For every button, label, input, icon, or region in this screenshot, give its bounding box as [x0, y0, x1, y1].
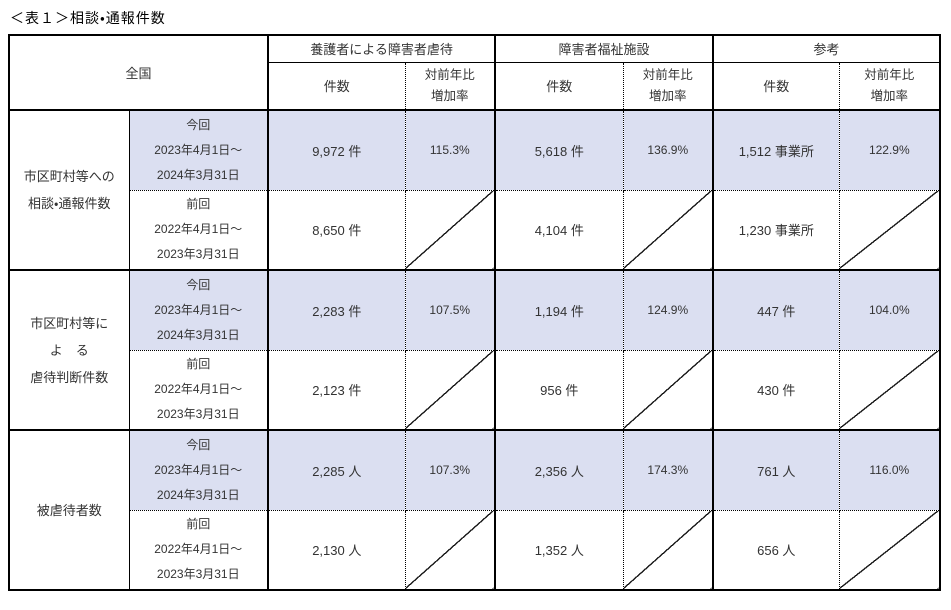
- row-label-line: 相談・通報件数: [28, 196, 111, 211]
- period-tag: 前回: [186, 517, 211, 532]
- table-title: ＜表１＞相談・通報件数: [10, 10, 166, 26]
- period-end: 2023年3月31日: [156, 247, 240, 262]
- value-cell: 8,650 件: [268, 190, 406, 271]
- row-label-line: 被虐待者数: [36, 502, 102, 518]
- row-label-abused-persons: 被虐待者数: [8, 430, 130, 591]
- value-cell: 1,230 事業所: [713, 190, 840, 271]
- header-count-reference: 件数: [713, 62, 840, 111]
- header-group-welfare-facility: 障害者福祉施設: [495, 34, 715, 63]
- page: ＜表１＞相談・通報件数 全国 養護者による障害者虐待 障害者福祉施設 参考 件数…: [7, 10, 942, 591]
- rate-header-line2: 増加率: [649, 88, 687, 103]
- period-start: 2023年4月1日～: [154, 302, 243, 317]
- header-count-facility: 件数: [495, 62, 624, 111]
- rate-cell-diagonal: [839, 350, 942, 431]
- period-end: 2024年3月31日: [156, 327, 240, 342]
- header-group-reference: 参考: [713, 34, 942, 63]
- rate-header-line1: 対前年比: [864, 67, 915, 82]
- rate-cell-diagonal: [405, 510, 497, 591]
- row-label-consultations: 市区町村等への 相談・通報件数: [8, 110, 130, 271]
- period-start: 2022年4月1日～: [154, 222, 243, 237]
- value-cell: 1,352 人: [495, 510, 624, 591]
- rate-cell: 107.3%: [405, 430, 497, 511]
- period-start: 2022年4月1日～: [154, 382, 243, 397]
- header-rate-caregiver: 対前年比 増加率: [405, 62, 497, 111]
- period-end: 2023年3月31日: [156, 567, 240, 582]
- period-cell-current: 今回 2023年4月1日～ 2024年3月31日: [129, 430, 270, 511]
- row-label-line: 市区町村等への: [23, 169, 115, 184]
- period-start: 2022年4月1日～: [154, 542, 243, 557]
- period-end: 2024年3月31日: [156, 487, 240, 502]
- rate-cell: 136.9%: [623, 110, 715, 191]
- rate-cell-diagonal: [405, 190, 497, 271]
- value-cell: 656 人: [713, 510, 840, 591]
- period-cell-current: 今回 2023年4月1日～ 2024年3月31日: [129, 270, 270, 351]
- rate-cell-diagonal: [839, 190, 942, 271]
- rate-cell-diagonal: [623, 510, 715, 591]
- rate-header-line2: 増加率: [431, 88, 469, 103]
- period-cell-current: 今回 2023年4月1日～ 2024年3月31日: [129, 110, 270, 191]
- header-rate-reference: 対前年比 増加率: [839, 62, 942, 111]
- value-cell: 1,512 事業所: [713, 110, 840, 191]
- period-tag: 今回: [186, 437, 211, 452]
- rate-cell: 115.3%: [405, 110, 497, 191]
- period-tag: 今回: [186, 277, 211, 292]
- header-group-caregiver-abuse: 養護者による障害者虐待: [268, 34, 497, 63]
- rate-header-line1: 対前年比: [642, 67, 693, 82]
- value-cell: 2,285 人: [268, 430, 406, 511]
- row-label-line: 市区町村等に: [30, 315, 109, 331]
- row-label-line: 虐待判断件数: [30, 369, 109, 385]
- rate-header-line1: 対前年比: [424, 67, 475, 82]
- value-cell: 1,194 件: [495, 270, 624, 351]
- period-tag: 前回: [186, 197, 211, 212]
- value-cell: 430 件: [713, 350, 840, 431]
- header-region: 全国: [7, 34, 270, 111]
- header-rate-facility: 対前年比 増加率: [623, 62, 715, 111]
- value-cell: 2,123 件: [268, 350, 406, 431]
- period-end: 2023年3月31日: [156, 407, 240, 422]
- rate-cell-diagonal: [623, 350, 715, 431]
- rate-cell-diagonal: [839, 510, 942, 591]
- row-label-line: よ る: [49, 342, 89, 358]
- period-start: 2023年4月1日～: [154, 142, 243, 157]
- value-cell: 9,972 件: [268, 110, 406, 191]
- rate-cell-diagonal: [405, 350, 497, 431]
- period-tag: 今回: [186, 117, 211, 132]
- rate-cell: 124.9%: [623, 270, 715, 351]
- period-cell-previous: 前回 2022年4月1日～ 2023年3月31日: [129, 350, 270, 431]
- period-cell-previous: 前回 2022年4月1日～ 2023年3月31日: [129, 190, 270, 271]
- value-cell: 5,618 件: [495, 110, 624, 191]
- period-end: 2024年3月31日: [156, 167, 240, 182]
- value-cell: 956 件: [495, 350, 624, 431]
- rate-header-line2: 増加率: [870, 88, 909, 103]
- rate-cell: 122.9%: [839, 110, 942, 191]
- rate-cell: 107.5%: [405, 270, 497, 351]
- rate-cell: 116.0%: [839, 430, 942, 511]
- period-start: 2023年4月1日～: [154, 462, 243, 477]
- value-cell: 2,283 件: [268, 270, 406, 351]
- consultation-report-table: 全国 養護者による障害者虐待 障害者福祉施設 参考 件数 対前年比 増加率 件数…: [7, 34, 942, 591]
- value-cell: 2,130 人: [268, 510, 406, 591]
- row-label-determinations: 市区町村等に よ る 虐待判断件数: [8, 270, 130, 431]
- rate-cell: 104.0%: [839, 270, 942, 351]
- rate-cell: 174.3%: [623, 430, 715, 511]
- rate-cell-diagonal: [623, 190, 715, 271]
- value-cell: 761 人: [713, 430, 840, 511]
- value-cell: 4,104 件: [495, 190, 624, 271]
- header-count-caregiver: 件数: [268, 62, 406, 111]
- period-tag: 前回: [186, 357, 211, 372]
- value-cell: 2,356 人: [495, 430, 624, 511]
- period-cell-previous: 前回 2022年4月1日～ 2023年3月31日: [129, 510, 270, 591]
- value-cell: 447 件: [713, 270, 840, 351]
